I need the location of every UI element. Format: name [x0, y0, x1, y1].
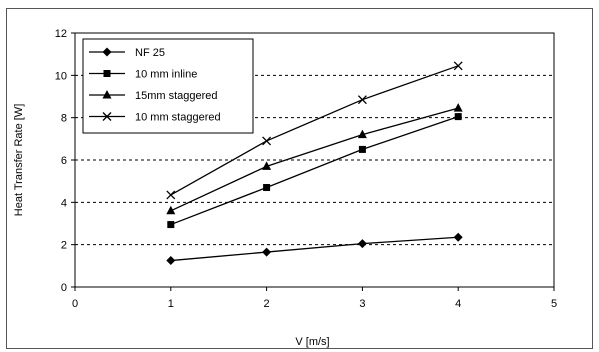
legend-box: [82, 38, 254, 134]
data-point: [358, 145, 366, 153]
series-15mm-staggered: [166, 103, 463, 215]
y-tick-label: 6: [61, 155, 67, 167]
x-marker-stroke: [262, 136, 272, 146]
data-point: [262, 161, 272, 170]
data-point: [453, 103, 463, 112]
legend-label: 15mm staggered: [135, 90, 218, 102]
data-point: [453, 232, 463, 242]
legend-entry: 10 mm inline: [89, 69, 197, 81]
series-group: [166, 61, 463, 266]
legend-marker: [102, 112, 112, 121]
x-tick-label: 3: [359, 298, 365, 310]
data-point: [357, 95, 367, 105]
data-point: [262, 247, 272, 257]
legend-label: NF 25: [135, 47, 165, 59]
series-nf-25: [166, 232, 463, 266]
x-axis-label: V [m/s]: [295, 336, 329, 348]
x-tick-label: 1: [168, 298, 174, 310]
legend-marker: [102, 47, 112, 57]
series-line: [170, 107, 459, 212]
legend-marker: [102, 90, 112, 99]
data-point: [166, 205, 176, 215]
legend: NF 25 10 mm inline 15mm staggered 10 mm sta…: [82, 38, 254, 134]
x-marker-stroke: [357, 95, 367, 105]
y-axis-label: Heat Transfer Rate [W]: [13, 104, 25, 216]
y-tick-label: 4: [61, 197, 67, 209]
legend-entry: 15mm staggered: [89, 90, 218, 102]
y-tick-label: 2: [61, 240, 67, 252]
x-tick-label: 4: [455, 298, 461, 310]
data-point: [453, 61, 463, 71]
y-tick-label: 10: [55, 70, 67, 82]
x-marker-stroke: [102, 112, 112, 121]
data-point: [166, 190, 176, 200]
series-line: [170, 115, 459, 226]
x-marker-stroke: [453, 61, 463, 71]
series-10-mm-staggered: [166, 61, 463, 200]
x-marker-stroke: [166, 190, 176, 200]
data-point: [454, 113, 462, 121]
x-tick-label: 5: [551, 298, 557, 310]
legend-label: 10 mm inline: [135, 69, 197, 81]
series-10-mm-inline: [167, 113, 462, 229]
data-point: [263, 184, 271, 192]
data-point: [357, 239, 367, 249]
data-point: [262, 136, 272, 146]
legend-marker: [103, 70, 111, 77]
legend-entry: 10 mm staggered: [89, 112, 221, 124]
legend-entry: NF 25: [89, 47, 165, 59]
x-tick-label: 0: [72, 298, 78, 310]
y-tick-label: 0: [61, 282, 67, 294]
y-tick-label: 12: [55, 28, 67, 40]
data-point: [357, 129, 367, 139]
y-tick-label: 8: [61, 113, 67, 125]
x-tick-label: 2: [264, 298, 270, 310]
series-line: [170, 65, 459, 196]
data-point: [167, 221, 175, 229]
series-line: [170, 236, 459, 262]
data-point: [166, 256, 176, 266]
legend-label: 10 mm staggered: [135, 112, 221, 124]
